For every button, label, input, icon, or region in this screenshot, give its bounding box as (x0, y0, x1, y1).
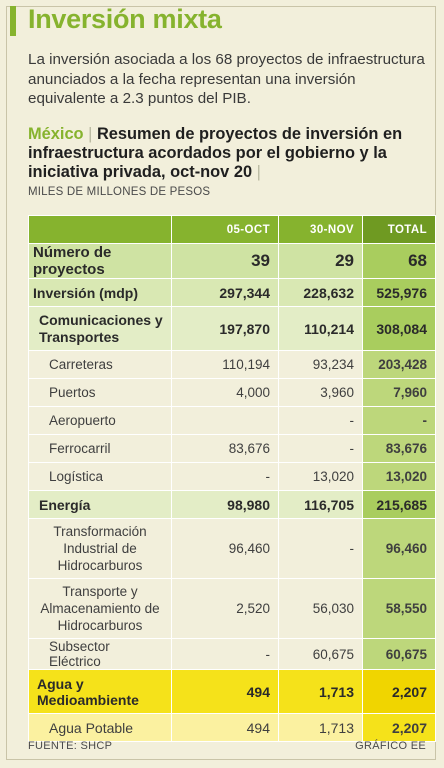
row-label: Carreteras (28, 350, 172, 379)
cell-total: 96,460 (362, 518, 436, 579)
cell-nov: 228,632 (278, 278, 363, 307)
units-label: MILES DE MILLONES DE PESOS (28, 186, 211, 198)
cell-oct: 197,870 (171, 306, 279, 351)
cell-oct: 39 (171, 243, 279, 279)
cell-total: 7,960 (362, 378, 436, 407)
table-title: México | Resumen de proyectos de inversi… (28, 125, 433, 182)
header-blank-cell (28, 215, 172, 244)
table-header-row: 05-OCT 30-NOV TOTAL (28, 215, 436, 244)
cell-nov: - (278, 406, 363, 435)
intro-paragraph: La inversión asociada a los 68 proyectos… (28, 51, 425, 107)
row-label: Agua Potable (28, 713, 172, 742)
row-label: Transformación Industrial de Hidrocarbur… (28, 518, 172, 579)
cell-total: 2,207 (362, 669, 436, 714)
cell-nov: 29 (278, 243, 363, 279)
table-row: Agua y Medioambiente 494 1,713 2,207 (28, 669, 436, 714)
cell-total: 13,020 (362, 462, 436, 491)
cell-nov: 13,020 (278, 462, 363, 491)
table-title-trailing-separator: | (256, 163, 261, 181)
cell-oct: 494 (171, 669, 279, 714)
cell-oct: 4,000 (171, 378, 279, 407)
cell-total: 525,976 (362, 278, 436, 307)
graphic-credit: GRÁFICO EE (355, 740, 426, 752)
table-row: Subsector Eléctrico - 60,675 60,675 (28, 638, 436, 670)
cell-total: 60,675 (362, 638, 436, 670)
cell-nov: - (278, 434, 363, 463)
cell-oct: 494 (171, 713, 279, 742)
cell-nov: - (278, 518, 363, 579)
table-row: Aeropuerto - - (28, 406, 436, 435)
cell-oct: 83,676 (171, 434, 279, 463)
table-row: Inversión (mdp) 297,344 228,632 525,976 (28, 278, 436, 307)
cell-oct (171, 406, 279, 435)
row-label: Agua y Medioambiente (28, 669, 172, 714)
table-row: Ferrocarril 83,676 - 83,676 (28, 434, 436, 463)
table-title-separator: | (88, 125, 93, 143)
row-label: Logística (28, 462, 172, 491)
table-row: Comunicaciones y Transportes 197,870 110… (28, 306, 436, 351)
cell-oct: - (171, 462, 279, 491)
cell-total: 2,207 (362, 713, 436, 742)
cell-nov: 1,713 (278, 669, 363, 714)
cell-oct: 297,344 (171, 278, 279, 307)
header-05-oct: 05-OCT (171, 215, 279, 244)
cell-total: 203,428 (362, 350, 436, 379)
cell-nov: 93,234 (278, 350, 363, 379)
cell-nov: 116,705 (278, 490, 363, 519)
cell-nov: 56,030 (278, 578, 363, 639)
row-label: Energía (28, 490, 172, 519)
cell-oct: 96,460 (171, 518, 279, 579)
cell-oct: 2,520 (171, 578, 279, 639)
row-label: Aeropuerto (28, 406, 172, 435)
row-label: Inversión (mdp) (28, 278, 172, 307)
table-row: Carreteras 110,194 93,234 203,428 (28, 350, 436, 379)
table-row: Transformación Industrial de Hidrocarbur… (28, 518, 436, 579)
table-title-country: México (28, 125, 84, 143)
table-row: Transporte y Almacenamiento de Hidrocarb… (28, 578, 436, 639)
cell-nov: 1,713 (278, 713, 363, 742)
table-row: Logística - 13,020 13,020 (28, 462, 436, 491)
source-note: FUENTE: SHCP (28, 740, 113, 752)
cell-total: 83,676 (362, 434, 436, 463)
cell-nov: 60,675 (278, 638, 363, 670)
cell-total: 308,084 (362, 306, 436, 351)
row-label: Subsector Eléctrico (28, 638, 172, 670)
row-label: Transporte y Almacenamiento de Hidrocarb… (28, 578, 172, 639)
table-row: Número de proyectos 39 29 68 (28, 243, 436, 279)
cell-oct: - (171, 638, 279, 670)
row-label: Puertos (28, 378, 172, 407)
row-label: Número de proyectos (28, 243, 172, 279)
cell-total: 58,550 (362, 578, 436, 639)
table-row: Agua Potable 494 1,713 2,207 (28, 713, 436, 742)
header-total: TOTAL (362, 215, 436, 244)
cell-total: 68 (362, 243, 436, 279)
cell-nov: 3,960 (278, 378, 363, 407)
cell-nov: 110,214 (278, 306, 363, 351)
investment-table: 05-OCT 30-NOV TOTAL Número de proyectos … (28, 215, 436, 742)
row-label: Comunicaciones y Transportes (28, 306, 172, 351)
table-row: Energía 98,980 116,705 215,685 (28, 490, 436, 519)
table-row: Puertos 4,000 3,960 7,960 (28, 378, 436, 407)
cell-total: - (362, 406, 436, 435)
table-title-text: Resumen de proyectos de inversión en inf… (28, 125, 403, 181)
header-30-nov: 30-NOV (278, 215, 363, 244)
headline-accent-bar (10, 6, 16, 36)
headline: Inversión mixta (28, 4, 222, 34)
row-label: Ferrocarril (28, 434, 172, 463)
cell-total: 215,685 (362, 490, 436, 519)
cell-oct: 110,194 (171, 350, 279, 379)
cell-oct: 98,980 (171, 490, 279, 519)
infographic-frame (6, 6, 436, 760)
